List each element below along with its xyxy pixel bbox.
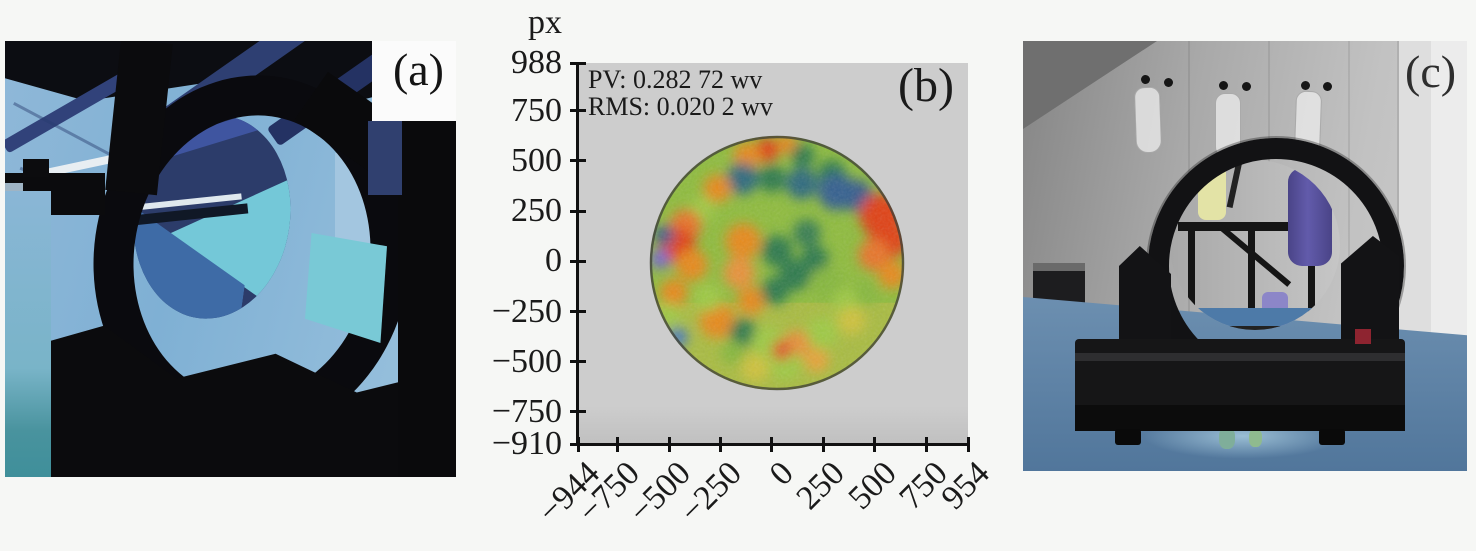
x-tick-label: 500 (841, 454, 904, 517)
x-tick-mark (770, 437, 774, 452)
dark-column-right (398, 121, 456, 477)
y-axis-spine (576, 63, 579, 446)
x-tick-mark (576, 437, 580, 452)
x-tick-mark (719, 437, 723, 452)
x-tick-mark (924, 437, 928, 452)
x-tick-mark (821, 437, 825, 452)
mount-knob (23, 159, 49, 177)
cart-wheel (1319, 429, 1345, 445)
y-tick-label: −910 (491, 425, 562, 462)
y-tick-label: −500 (491, 342, 562, 380)
y-tick-mark (570, 360, 586, 364)
mount-base-cart (1075, 339, 1405, 431)
cart-lower-band (1075, 405, 1405, 431)
x-tick-mark (616, 437, 620, 452)
y-tick-label: −750 (491, 392, 562, 430)
wall-hook (1242, 82, 1251, 91)
y-tick-label: 500 (511, 141, 562, 179)
wavefront-heatmap (649, 135, 905, 391)
y-tick-mark (570, 209, 586, 213)
tent-strip-left (5, 191, 51, 477)
x-tick-label: 954 (934, 454, 997, 517)
hanging-bag (1133, 86, 1163, 154)
photo-mirror-tent: (a) (5, 41, 456, 477)
red-accent (1355, 329, 1371, 344)
y-tick-label: 250 (511, 192, 562, 230)
y-tick-label: −250 (491, 292, 562, 330)
mount-bolt (5, 183, 23, 191)
x-tick-label: 250 (789, 454, 853, 517)
cart-deck-stripe (1075, 353, 1405, 361)
pv-annotation: PV: 0.282 72 wv (588, 65, 763, 94)
y-tick-label: 0 (545, 242, 562, 280)
y-tick-mark (570, 61, 586, 65)
wall-hook (1141, 75, 1150, 84)
wall-hook (1323, 82, 1332, 91)
y-tick-mark (570, 410, 586, 414)
cart-wheel (1115, 429, 1141, 445)
panel-label-b: (b) (898, 59, 954, 112)
y-axis-unit-label: px (528, 4, 562, 41)
wall-hook (1164, 78, 1173, 87)
x-tick-mark (873, 437, 877, 452)
y-tick-label: 988 (511, 44, 562, 81)
y-tick-mark (570, 310, 586, 313)
photo-mirror-lab: (c) (1023, 41, 1467, 471)
panel-label-a: (a) (392, 44, 444, 95)
y-tick-mark (570, 109, 586, 113)
rms-annotation: RMS: 0.020 2 wv (588, 92, 773, 121)
wall-hook (1219, 81, 1228, 90)
x-tick-mark (966, 437, 970, 452)
panel-label-c: (c) (1405, 46, 1457, 97)
navy-patch-right (368, 121, 402, 195)
wall-hook (1301, 81, 1310, 90)
floor-reflection-spot (1249, 429, 1262, 447)
y-tick-mark (570, 259, 586, 263)
x-tick-mark (667, 437, 671, 452)
x-tick-label: −250 (673, 454, 750, 531)
y-tick-mark (570, 159, 586, 163)
floor-reflection-spot (1219, 427, 1235, 449)
label-notch: (a) (372, 41, 456, 121)
y-tick-label: 750 (511, 91, 562, 129)
